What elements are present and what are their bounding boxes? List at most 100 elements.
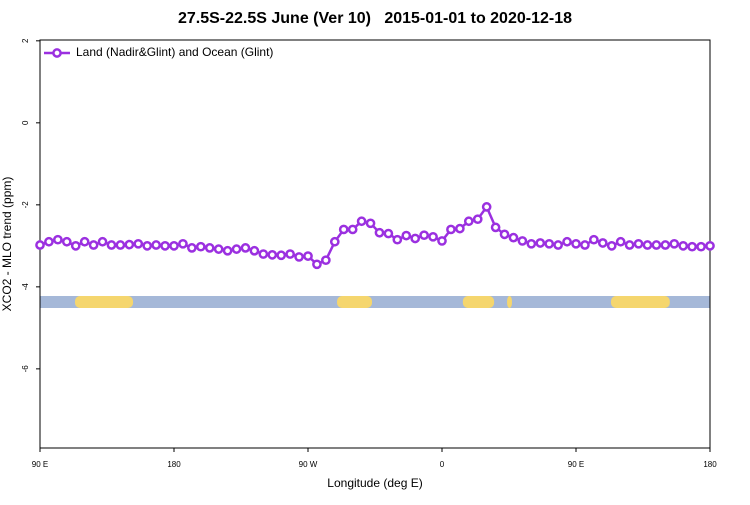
data-point (142, 240, 153, 251)
x-tick-label: 90 W (299, 460, 318, 469)
data-point (446, 224, 456, 235)
data-point (544, 238, 555, 249)
y-tick-label: -4 (21, 283, 30, 291)
data-point (276, 250, 287, 261)
data-point (580, 240, 590, 250)
data-point (517, 236, 528, 246)
data-point (597, 238, 608, 248)
data-point (696, 241, 706, 252)
data-point (240, 243, 251, 253)
x-tick-label: 0 (440, 460, 445, 469)
data-point (187, 243, 197, 253)
data-point (392, 234, 403, 245)
data-point (660, 240, 671, 250)
data-point (374, 227, 385, 238)
data-point (258, 249, 269, 259)
y-tick-label: 0 (21, 120, 30, 125)
data-point (70, 240, 81, 251)
data-point (383, 228, 394, 239)
data-point (97, 236, 108, 247)
data-point (321, 255, 331, 266)
data-point (178, 238, 188, 249)
data-point (633, 238, 644, 249)
data-point (508, 232, 519, 243)
data-point (338, 224, 349, 235)
data-point (571, 238, 581, 249)
data-point (285, 249, 295, 259)
data-point (35, 240, 45, 250)
x-tick-label: 180 (167, 460, 181, 469)
y-axis-label: XCO2 - MLO trend (ppm) (0, 177, 14, 312)
data-point (151, 240, 161, 250)
data-point (615, 236, 626, 247)
data-point (231, 244, 242, 254)
data-point (365, 218, 376, 229)
data-point (437, 236, 447, 246)
data-point (562, 236, 572, 247)
land-segment (507, 296, 512, 308)
land-segment (610, 296, 670, 308)
data-point (687, 241, 697, 252)
data-point (124, 239, 135, 250)
legend-label: Land (Nadir&Glint) and Ocean (Glint) (76, 45, 273, 59)
data-point (606, 240, 617, 251)
data-point (249, 245, 260, 256)
data-point (267, 250, 278, 260)
data-point (294, 252, 304, 262)
data-point (356, 216, 367, 227)
series-line (39, 204, 711, 266)
data-point (651, 240, 662, 250)
data-point (678, 240, 689, 251)
data-point (669, 238, 680, 249)
land-segment (337, 296, 373, 308)
data-point (61, 236, 72, 247)
data-point (526, 238, 537, 249)
data-point (222, 245, 233, 256)
x-tick-label: 180 (703, 460, 717, 469)
data-point (463, 216, 474, 227)
x-axis-label: Longitude (deg E) (327, 476, 422, 490)
data-point (419, 230, 429, 241)
data-point (53, 234, 63, 245)
land-segment (74, 296, 134, 308)
data-point (169, 240, 179, 251)
data-point (410, 233, 421, 244)
data-point (115, 240, 126, 250)
data-point (195, 241, 206, 252)
data-point (589, 234, 599, 245)
data-point (481, 202, 492, 212)
data-point (455, 223, 465, 234)
data-point (705, 240, 715, 251)
y-tick-label: -6 (21, 365, 30, 373)
x-tick-label: 90 E (32, 460, 48, 469)
y-tick-label: 2 (21, 38, 30, 43)
data-point (106, 240, 117, 250)
data-point (499, 229, 510, 240)
data-point (204, 243, 215, 253)
data-point (553, 240, 563, 250)
chart-title: 27.5S-22.5S June (Ver 10) 2015-01-01 to … (178, 10, 572, 27)
data-point (312, 259, 322, 270)
data-point (347, 224, 358, 235)
data-point (428, 231, 438, 242)
data-point (624, 240, 635, 250)
legend-marker (52, 48, 62, 58)
data-point (490, 222, 501, 233)
data-point (329, 236, 340, 247)
land-segment (462, 296, 495, 308)
data-point (401, 230, 412, 241)
data-point (535, 238, 546, 248)
data-point (642, 240, 653, 250)
data-point (88, 240, 99, 250)
data-point (303, 251, 313, 261)
x-tick-label: 90 E (568, 460, 584, 469)
data-point (79, 236, 90, 247)
data-point (44, 236, 54, 247)
data-point (213, 244, 224, 254)
data-point (133, 238, 144, 249)
data-point (160, 240, 170, 251)
y-tick-label: -2 (21, 201, 30, 209)
ocean-strip (40, 296, 710, 308)
data-point (472, 214, 483, 225)
